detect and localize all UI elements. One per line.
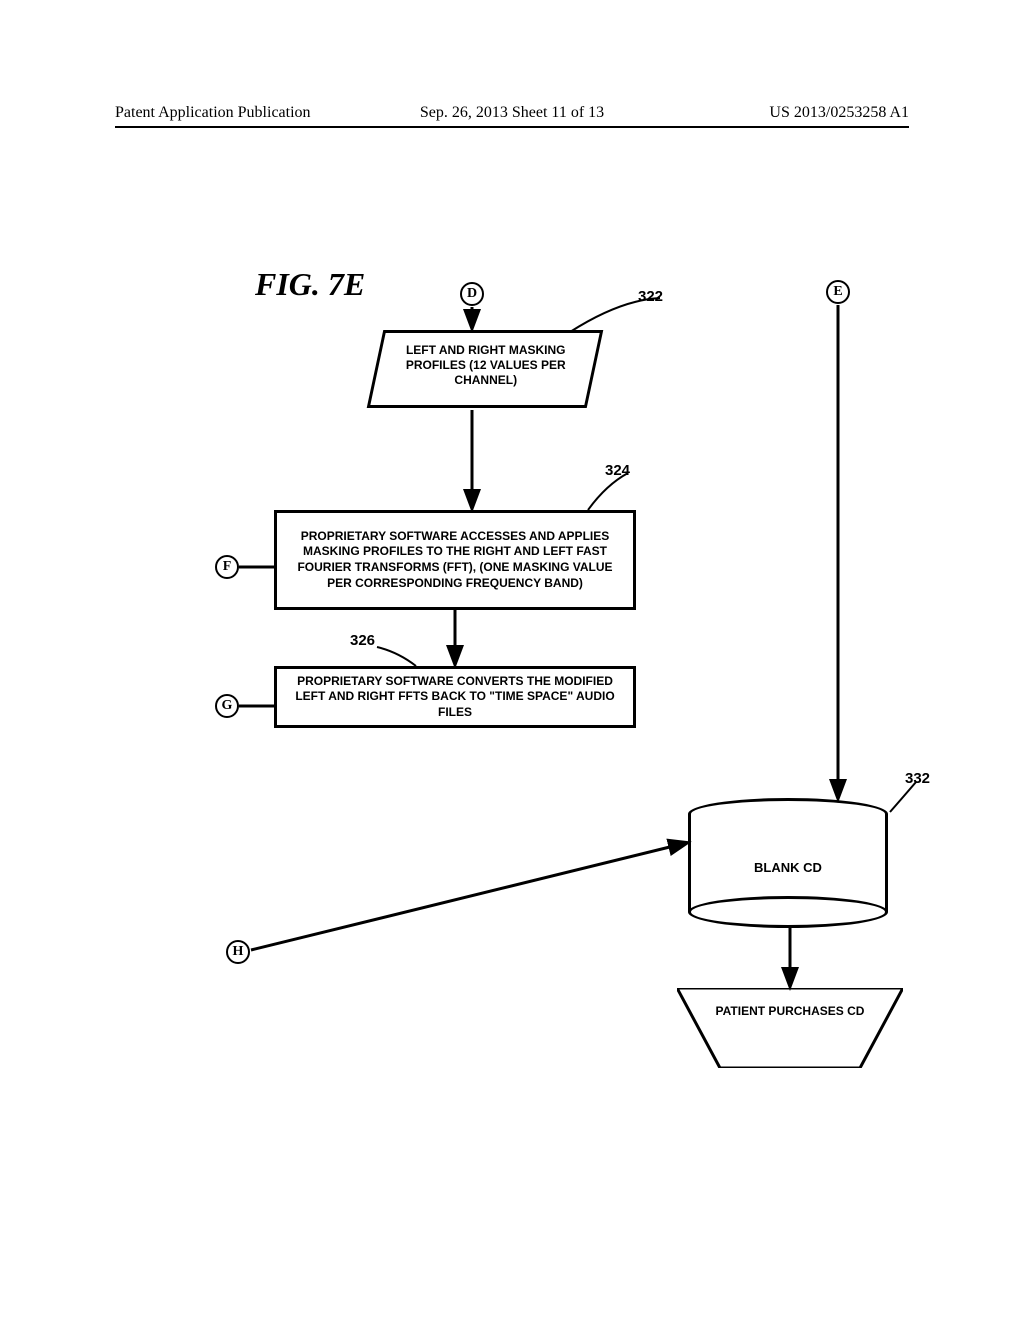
ref-322: 322: [638, 288, 663, 305]
connector-E: E: [826, 280, 850, 304]
header-right: US 2013/0253258 A1: [769, 104, 909, 122]
ref-326: 326: [350, 632, 375, 649]
figure-title: FIG. 7E: [255, 266, 365, 303]
arrow-h-to-cd: [251, 843, 686, 950]
block-cd-cylinder: BLANK CD: [688, 798, 888, 928]
block-cd-text: BLANK CD: [688, 860, 888, 875]
connector-F: F: [215, 555, 239, 579]
block-326-process: PROPRIETARY SOFTWARE CONVERTS THE MODIFI…: [274, 666, 636, 728]
block-324-process: PROPRIETARY SOFTWARE ACCESSES AND APPLIE…: [274, 510, 636, 610]
connector-H: H: [226, 940, 250, 964]
arrows-overlay: [0, 0, 1024, 1320]
block-322-text: LEFT AND RIGHT MASKING PROFILES (12 VALU…: [379, 333, 593, 398]
block-324-text: PROPRIETARY SOFTWARE ACCESSES AND APPLIE…: [289, 529, 621, 591]
ref-324: 324: [605, 462, 630, 479]
header-left: Patent Application Publication: [115, 104, 311, 122]
page: Patent Application Publication Sep. 26, …: [0, 0, 1024, 1320]
trapezoid-shape: [677, 988, 903, 1068]
patent-header: Patent Application Publication Sep. 26, …: [115, 100, 909, 128]
connector-D: D: [460, 282, 484, 306]
block-322-parallelogram: LEFT AND RIGHT MASKING PROFILES (12 VALU…: [367, 330, 604, 408]
block-purchase-text: PATIENT PURCHASES CD: [677, 1004, 903, 1019]
block-purchase-trapezoid: PATIENT PURCHASES CD: [677, 988, 903, 1068]
header-center: Sep. 26, 2013 Sheet 11 of 13: [420, 104, 604, 122]
leader-326: [377, 647, 416, 666]
connector-G: G: [215, 694, 239, 718]
ref-332: 332: [905, 770, 930, 787]
block-326-text: PROPRIETARY SOFTWARE CONVERTS THE MODIFI…: [289, 674, 621, 721]
